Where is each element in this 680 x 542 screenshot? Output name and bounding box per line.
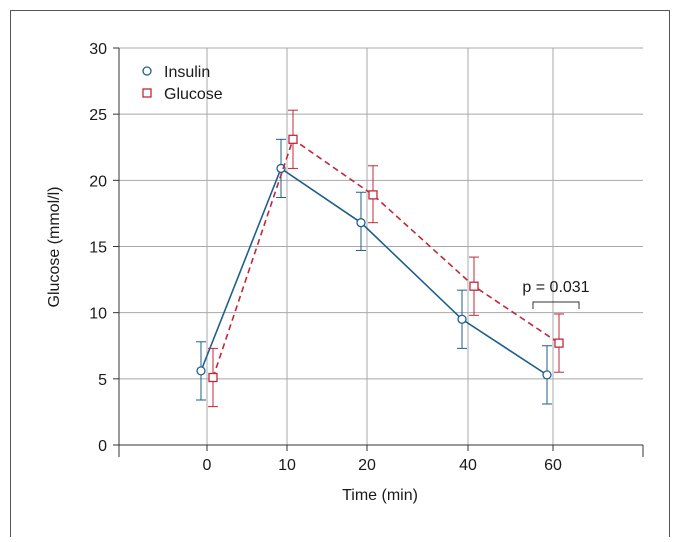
data-point-insulin (542, 370, 552, 380)
significance-annotation: p = 0.031 (522, 279, 590, 309)
data-point-glucose (208, 372, 218, 383)
legend: Insulin Glucose (142, 64, 223, 103)
data-point-glucose (368, 190, 378, 200)
data-point-glucose (288, 134, 298, 144)
y-tick-label: 30 (89, 41, 107, 58)
significance-bracket (532, 301, 580, 309)
y-tick-label: 15 (89, 240, 107, 257)
y-tick-label: 0 (98, 438, 107, 455)
y-tick-label: 10 (89, 306, 107, 323)
data-point-glucose (469, 281, 479, 291)
data-point-insulin (356, 218, 366, 228)
data-point-insulin (276, 163, 286, 174)
legend-label-glucose: Glucose (164, 86, 223, 103)
legend-label-insulin: Insulin (164, 64, 210, 81)
series-insulin (196, 138, 552, 405)
x-tick-label: 20 (358, 457, 376, 474)
series-group (196, 109, 564, 408)
grid-lines (119, 47, 643, 445)
series-line-glucose (212, 138, 560, 378)
y-tick-label: 25 (89, 107, 107, 124)
x-tick-label: 60 (544, 457, 562, 474)
data-point-glucose (554, 338, 564, 348)
data-point-insulin (196, 366, 206, 376)
y-tick-label: 5 (98, 372, 107, 389)
x-tick-label: 0 (203, 457, 212, 474)
legend-marker-glucose (142, 88, 152, 98)
y-axis-label: Glucose (mmol/l) (46, 187, 63, 308)
series-glucose (208, 109, 564, 408)
y-tick-label: 20 (89, 173, 107, 190)
figure-border (10, 10, 670, 541)
x-tick-label: 40 (459, 457, 477, 474)
p-value-label: p = 0.031 (522, 279, 589, 296)
x-axis-label: Time (min) (342, 487, 418, 504)
legend-marker-insulin (142, 66, 152, 76)
axes: Glucose (mmol/l) Time (min) 0 5 10 15 20 25 30… (46, 41, 644, 504)
data-point-insulin (457, 314, 467, 324)
x-tick-label: 10 (278, 457, 296, 474)
